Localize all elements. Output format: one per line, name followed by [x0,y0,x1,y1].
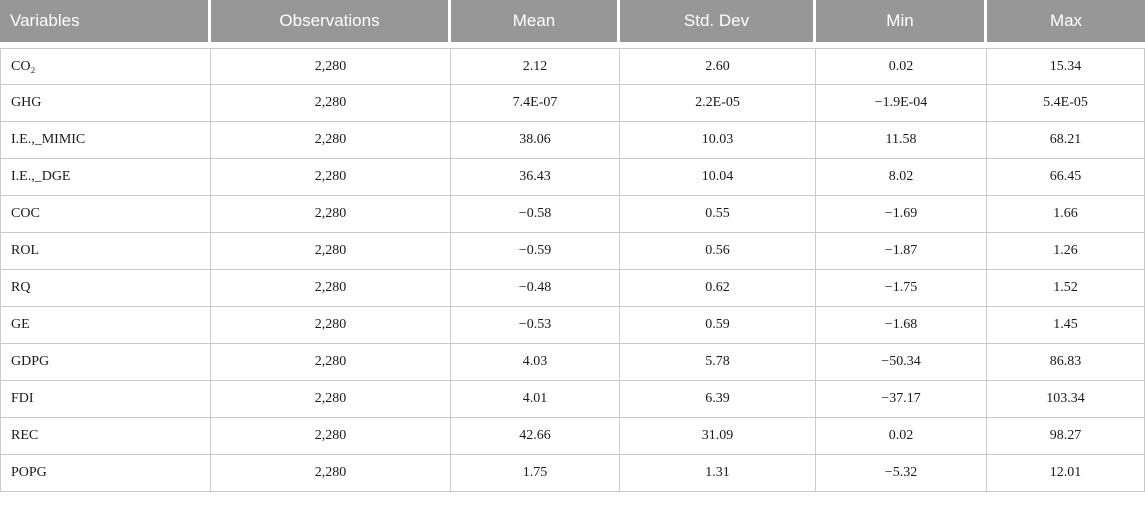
cell-mean: 4.01 [451,381,620,418]
table-row: POPG 2,280 1.75 1.31 −5.32 12.01 [0,455,1145,492]
cell-max: 5.4E-05 [987,85,1145,122]
cell-max: 1.45 [987,307,1145,344]
cell-min: −37.17 [816,381,987,418]
cell-observations: 2,280 [211,85,451,122]
cell-std_dev: 0.62 [620,270,816,307]
cell-mean: 1.75 [451,455,620,492]
cell-std_dev: 5.78 [620,344,816,381]
cell-min: −1.69 [816,196,987,233]
cell-min: −1.87 [816,233,987,270]
cell-std_dev: 0.56 [620,233,816,270]
cell-std_dev: 6.39 [620,381,816,418]
cell-variable: I.E.,_DGE [0,159,211,196]
column-header-std_dev: Std. Dev [620,0,816,48]
cell-variable: I.E.,_MIMIC [0,122,211,159]
table-row: I.E.,_DGE 2,280 36.43 10.04 8.02 66.45 [0,159,1145,196]
cell-observations: 2,280 [211,455,451,492]
cell-max: 68.21 [987,122,1145,159]
cell-variable: RQ [0,270,211,307]
column-header-mean: Mean [451,0,620,48]
cell-min: −1.68 [816,307,987,344]
cell-observations: 2,280 [211,270,451,307]
cell-min: 11.58 [816,122,987,159]
cell-variable: GE [0,307,211,344]
cell-mean: 7.4E-07 [451,85,620,122]
cell-std_dev: 1.31 [620,455,816,492]
cell-std_dev: 10.04 [620,159,816,196]
cell-min: 0.02 [816,48,987,85]
cell-observations: 2,280 [211,233,451,270]
cell-max: 15.34 [987,48,1145,85]
table-header: Variables Observations Mean Std. Dev Min Max [0,0,1145,48]
cell-observations: 2,280 [211,48,451,85]
cell-max: 1.52 [987,270,1145,307]
table-row: GE 2,280 −0.53 0.59 −1.68 1.45 [0,307,1145,344]
cell-std_dev: 2.2E-05 [620,85,816,122]
cell-observations: 2,280 [211,418,451,455]
column-header-observations: Observations [211,0,451,48]
table-row: REC 2,280 42.66 31.09 0.02 98.27 [0,418,1145,455]
header-row: Variables Observations Mean Std. Dev Min Max [0,0,1145,48]
cell-mean: 38.06 [451,122,620,159]
cell-std_dev: 2.60 [620,48,816,85]
cell-variable: POPG [0,455,211,492]
table-row: COC 2,280 −0.58 0.55 −1.69 1.66 [0,196,1145,233]
cell-mean: 42.66 [451,418,620,455]
cell-max: 1.26 [987,233,1145,270]
cell-mean: 2.12 [451,48,620,85]
cell-variable: GHG [0,85,211,122]
column-header-variable: Variables [0,0,211,48]
cell-min: −1.75 [816,270,987,307]
cell-max: 86.83 [987,344,1145,381]
cell-max: 12.01 [987,455,1145,492]
table-row: GHG 2,280 7.4E-07 2.2E-05 −1.9E-04 5.4E-05 [0,85,1145,122]
table-row: RQ 2,280 −0.48 0.62 −1.75 1.52 [0,270,1145,307]
column-header-min: Min [816,0,987,48]
cell-observations: 2,280 [211,122,451,159]
cell-mean: −0.58 [451,196,620,233]
cell-mean: −0.53 [451,307,620,344]
cell-observations: 2,280 [211,159,451,196]
cell-std_dev: 31.09 [620,418,816,455]
table-row: FDI 2,280 4.01 6.39 −37.17 103.34 [0,381,1145,418]
cell-observations: 2,280 [211,344,451,381]
cell-min: 0.02 [816,418,987,455]
cell-mean: 36.43 [451,159,620,196]
cell-variable: COC [0,196,211,233]
table-row: I.E.,_MIMIC 2,280 38.06 10.03 11.58 68.21 [0,122,1145,159]
cell-variable: CO₂ [0,48,211,85]
cell-variable: REC [0,418,211,455]
cell-std_dev: 0.55 [620,196,816,233]
table-row: CO₂ 2,280 2.12 2.60 0.02 15.34 [0,48,1145,85]
table-body: CO₂ 2,280 2.12 2.60 0.02 15.34 GHG 2,280 7.4E-07… [0,48,1145,492]
descriptive-statistics-table: Variables Observations Mean Std. Dev Min Max … [0,0,1145,492]
table-row: ROL 2,280 −0.59 0.56 −1.87 1.26 [0,233,1145,270]
cell-min: −50.34 [816,344,987,381]
cell-std_dev: 10.03 [620,122,816,159]
cell-observations: 2,280 [211,381,451,418]
cell-mean: 4.03 [451,344,620,381]
cell-max: 98.27 [987,418,1145,455]
cell-min: 8.02 [816,159,987,196]
table-row: GDPG 2,280 4.03 5.78 −50.34 86.83 [0,344,1145,381]
cell-std_dev: 0.59 [620,307,816,344]
cell-variable: FDI [0,381,211,418]
cell-max: 66.45 [987,159,1145,196]
cell-variable: GDPG [0,344,211,381]
cell-variable: ROL [0,233,211,270]
cell-max: 103.34 [987,381,1145,418]
cell-mean: −0.48 [451,270,620,307]
column-header-max: Max [987,0,1145,48]
cell-max: 1.66 [987,196,1145,233]
cell-observations: 2,280 [211,196,451,233]
cell-observations: 2,280 [211,307,451,344]
cell-mean: −0.59 [451,233,620,270]
cell-min: −1.9E-04 [816,85,987,122]
cell-min: −5.32 [816,455,987,492]
